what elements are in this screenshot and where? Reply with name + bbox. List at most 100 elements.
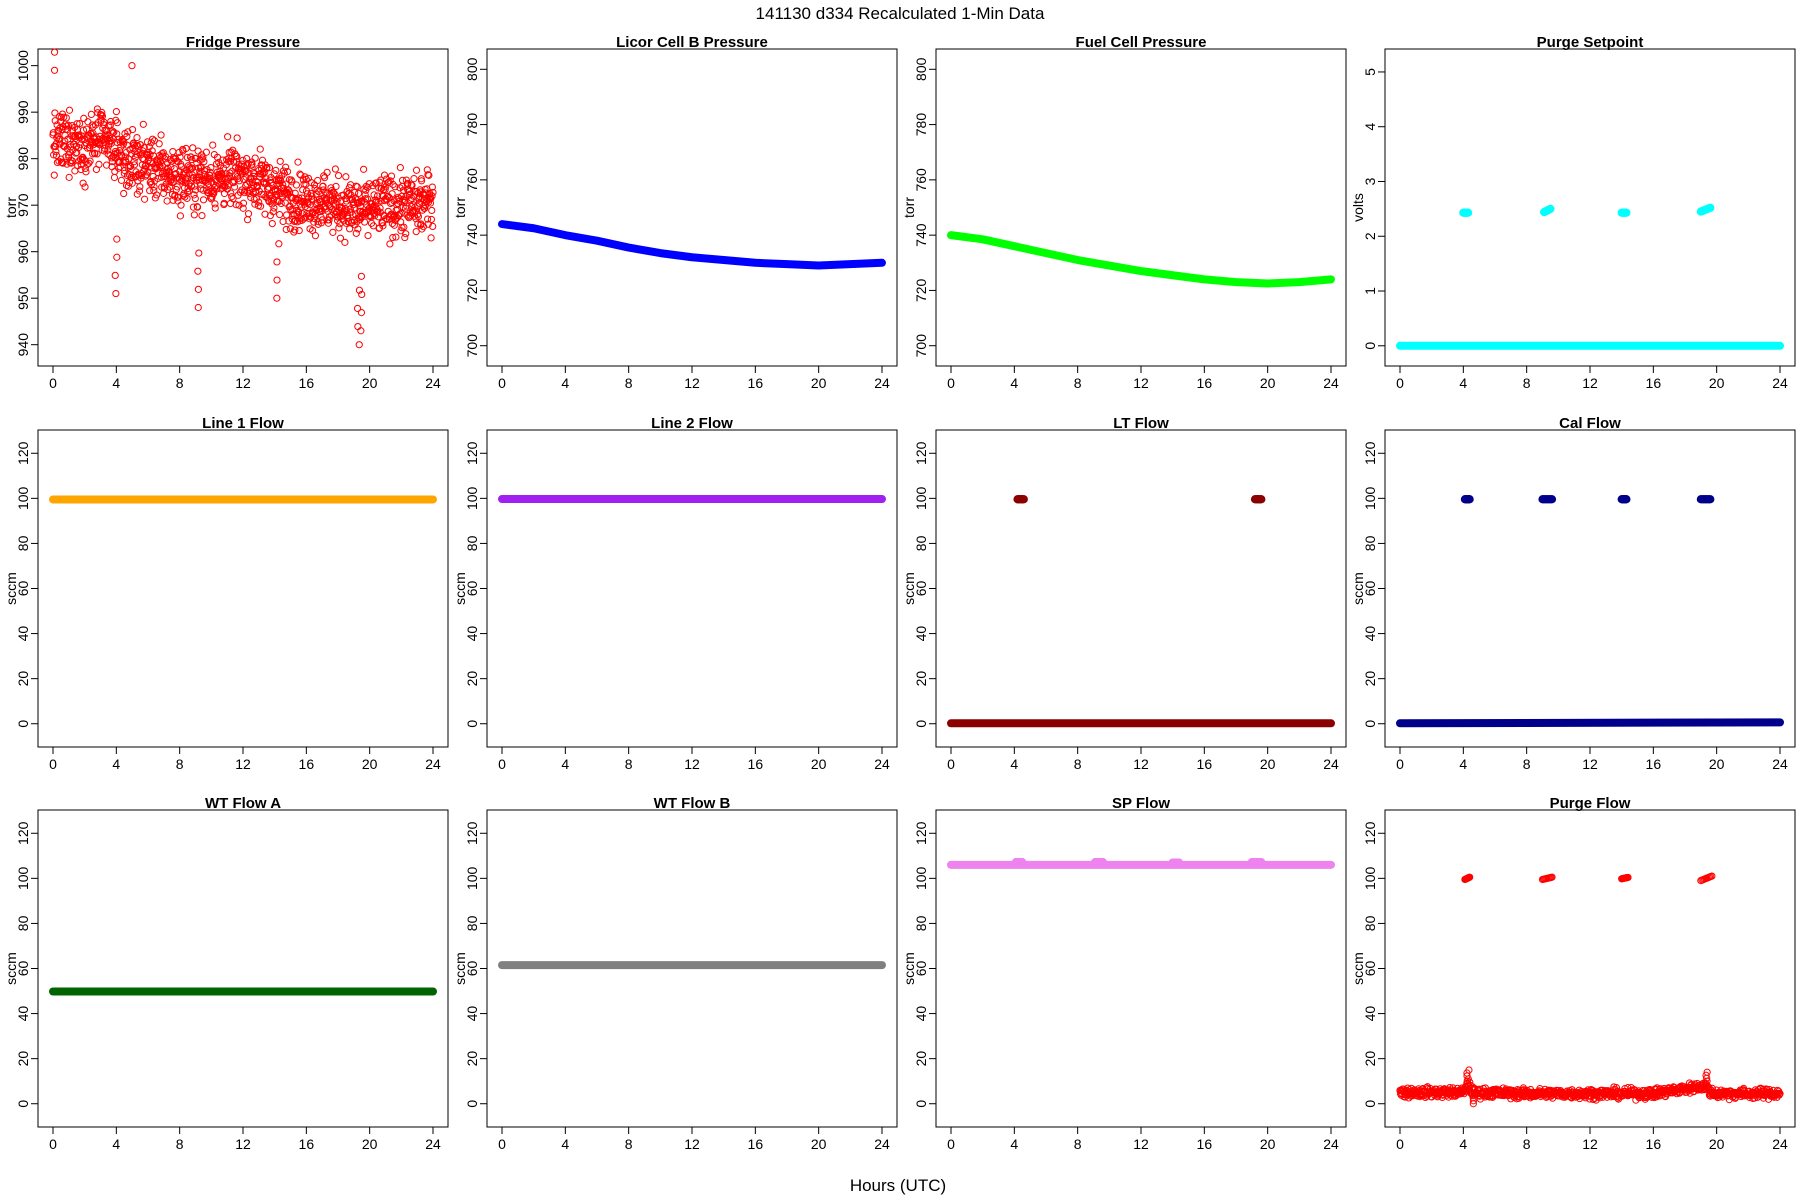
data-series: [1396, 495, 1784, 728]
data-point: [177, 201, 185, 209]
data-point: [1098, 858, 1108, 867]
x-tick-label: 4: [112, 375, 120, 391]
data-point: [343, 206, 351, 214]
data-point: [199, 196, 208, 204]
x-tick-label: 24: [425, 375, 441, 391]
x-tick-label: 12: [1582, 756, 1598, 772]
data-point: [86, 157, 94, 165]
y-axis-label: sccm: [452, 952, 468, 985]
data-point: [89, 123, 97, 131]
x-axis: 0 4 8 12 16 20 24: [498, 365, 890, 391]
data-point: [121, 153, 129, 161]
data-point: [139, 120, 147, 128]
panel-title: Fridge Pressure: [186, 34, 300, 51]
data-point: [364, 231, 372, 240]
data-point: [1706, 203, 1715, 212]
data-point: [293, 206, 301, 215]
x-tick-label: 24: [1323, 756, 1339, 772]
data-point: [398, 176, 407, 184]
y-tick-label: 20: [913, 671, 929, 687]
data-point: [95, 135, 103, 143]
data-point: [272, 166, 280, 175]
x-tick-label: 4: [1459, 756, 1467, 772]
data-point: [58, 110, 67, 118]
data-point: [117, 176, 126, 184]
x-tick-label: 24: [1772, 1136, 1788, 1152]
data-series: [947, 495, 1335, 728]
data-point: [428, 183, 436, 191]
data-point: [426, 189, 434, 198]
data-point: [352, 229, 360, 237]
data-point: [269, 208, 277, 216]
data-point: [414, 212, 423, 221]
data-line: [498, 220, 886, 270]
data-point: [388, 190, 396, 198]
data-point: [229, 195, 237, 203]
data-point: [81, 164, 89, 173]
data-point: [256, 145, 264, 153]
data-point: [340, 217, 348, 225]
data-point: [417, 177, 426, 185]
data-point: [1468, 1091, 1476, 1099]
y-axis-label: sccm: [901, 572, 917, 605]
data-point: [76, 133, 84, 141]
y-tick-label: 120: [913, 441, 929, 465]
x-tick-label: 20: [362, 1136, 378, 1152]
data-point: [245, 189, 253, 198]
y-axis-label: volts: [1350, 193, 1366, 222]
data-point: [1257, 495, 1266, 504]
data-point: [157, 131, 165, 139]
x-tick-label: 24: [1323, 1136, 1339, 1152]
data-point: [391, 183, 399, 191]
x-tick-label: 16: [299, 1136, 315, 1152]
data-point: [357, 272, 366, 280]
x-tick-label: 16: [299, 756, 315, 772]
x-tick-label: 12: [1582, 375, 1598, 391]
y-tick-label: 0: [15, 720, 31, 728]
data-point: [308, 192, 316, 200]
x-tick-label: 20: [1260, 756, 1276, 772]
y-axis: 0 20 40 60 80 100 120: [464, 821, 488, 1108]
x-axis: 0 4 8 12 16 20 24: [1396, 1126, 1788, 1152]
y-tick-label: 0: [1362, 720, 1378, 728]
x-tick-label: 8: [1523, 375, 1531, 391]
x-tick-label: 8: [1523, 756, 1531, 772]
data-point: [425, 171, 433, 179]
x-tick-label: 16: [748, 756, 764, 772]
data-point: [112, 289, 120, 298]
data-point: [206, 168, 214, 176]
x-tick-label: 12: [1582, 1136, 1598, 1152]
x-tick-label: 8: [1074, 756, 1082, 772]
data-point: [268, 219, 276, 228]
data-point: [113, 119, 121, 127]
panel-title: SP Flow: [1112, 795, 1170, 812]
x-tick-label: 0: [49, 1136, 57, 1152]
y-tick-label: 5: [1362, 68, 1378, 76]
data-point: [346, 225, 354, 233]
data-point: [232, 201, 240, 209]
data-point: [263, 163, 271, 171]
data-point: [396, 163, 404, 172]
data-point: [128, 125, 137, 134]
data-point: [123, 132, 131, 141]
y-tick-label: 80: [15, 915, 31, 931]
data-point: [156, 162, 164, 170]
data-point: [424, 215, 432, 223]
x-tick-label: 20: [1260, 1136, 1276, 1152]
data-point: [196, 167, 204, 175]
x-tick-label: 20: [1260, 375, 1276, 391]
x-tick-label: 12: [684, 1136, 700, 1152]
data-point: [282, 211, 291, 219]
data-point: [50, 48, 59, 56]
data-point: [243, 154, 251, 163]
data-point: [133, 150, 141, 158]
x-tick-label: 4: [1010, 756, 1018, 772]
data-point: [125, 178, 133, 187]
data-point: [312, 190, 320, 198]
x-tick-label: 24: [1323, 375, 1339, 391]
data-point: [141, 172, 150, 180]
y-tick-label: 60: [464, 581, 480, 597]
data-point: [402, 230, 410, 238]
